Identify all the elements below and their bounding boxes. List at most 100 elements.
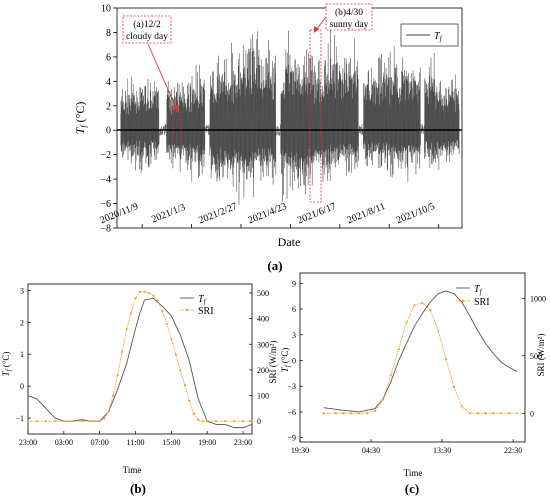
panel-a-y-axis: −8 −6 −4 −2 0 2 4 6 8 10 [100,4,117,235]
panel-b-x-tick-label: 19:00 [198,438,216,447]
panel-b-sri-point [89,420,92,423]
annotation-a-box [122,15,172,44]
annotation-b-arrow [315,16,327,31]
panel-a-tf-series-line [120,22,460,205]
panel-b-y-left-tick-label: 2 [20,318,24,327]
panel-b-sri-point [80,420,83,423]
panel-b-sri-point [44,420,48,423]
panel-b-sri-point [224,420,227,423]
panel-c-sri-point [468,412,471,415]
panel-a-y-tick-label: −4 [100,175,111,186]
panel-b-sri-point [250,420,254,423]
panel-b-sri-point [174,353,177,356]
panel-b-sri-point [192,412,195,415]
panel-c-legend-sri-marker [461,299,465,303]
annotation-a-highlight [172,111,182,149]
panel-b-sri-point [26,420,30,423]
panel-b-y-left-tick-label: 1 [20,350,24,359]
panel-c-sri-point [397,347,400,350]
panel-c-legend-tf-label: Tf [474,284,483,296]
panel-a-y-tick-label: 10 [101,4,111,15]
annotation-a-arrowhead [173,105,179,113]
panel-b-sri-point [206,420,209,423]
panel-c-x-tick-label: 19:30 [291,446,309,455]
panel-b-sri-point [129,312,133,315]
panel-b-x-tick-label: 23:00 [19,438,37,447]
panel-b-sri-point [103,417,106,420]
panel-b-x-tick-label: 11:00 [127,438,145,447]
panel-c-sri-point [366,412,369,415]
panel-c-sri-point [358,412,361,415]
panel-b-sri-point [147,291,151,295]
panel-c-sri-point [389,374,392,377]
panel-c-y-right-label: SRI (W/m²) [536,334,546,377]
annotation-b-box [325,3,373,31]
panel-b-y-right-tick-label: 0 [257,417,261,426]
panel-b-sri-line [28,291,252,422]
panel-c-sri-point [444,358,448,361]
panel-b-x-tick-label: 07:00 [91,438,109,447]
panel-c-sri-point [516,412,519,415]
panel-b-sri-point [125,327,128,330]
panel-b-sri-point [53,420,56,423]
panel-a-y-tick-label: 6 [106,52,111,63]
panel-c-axes: −9 −6 −3 0 3 6 9 0 500 1000 19:30 04:30 13:30 22:30 [287,279,546,455]
panel-b-sri-point [134,297,137,300]
panel-b-tf-line [27,297,253,429]
panel-b-sri-point [156,299,160,302]
caption-b: (b) [130,481,146,496]
panel-c-y-left-tick-label: 6 [292,305,296,314]
panel-c-sri-point [452,385,456,388]
panel-c-y-left-tick-label: −9 [287,434,296,443]
panel-b-sri-point [232,420,236,423]
annotation-b-highlight [309,29,322,203]
panel-b-plot-frame [27,283,253,435]
panel-c-sri-point [322,412,325,415]
panel-a-x-tick-label: 2021/10/5 [395,201,437,226]
panel-c-sri-point [492,412,495,415]
panel-b-y-right-tick-label: 300 [257,340,269,349]
panel-b-sri-point [120,350,124,354]
panel-a-x-label: Date [278,235,301,249]
panel-a-x-tick-label: 2021/8/11 [346,201,387,226]
panel-c-sri-point [413,304,416,307]
panel-c-y-left-tick-label: −3 [287,382,296,391]
panel-c-y-right-tick-label: 500 [530,352,542,361]
panel-b-sri-point [112,394,115,397]
panel-b-legend-sri-label: SRI [198,306,214,317]
panel-b-y-left-tick-label: 0 [20,382,24,391]
panel-c-sri-point [508,412,511,415]
panel-c-y-left-tick-label: −6 [287,408,296,417]
panel-b: −1 0 1 2 3 0 100 200 300 400 500 23:00 03:00 07:00 11:… [1,283,278,475]
panel-a-y-tick-label: 0 [106,126,111,137]
panel-a-y-tick-label: −8 [100,224,111,235]
panel-a-y-tick-label: 8 [106,28,111,39]
panel-c-y-left-tick-label: 0 [292,357,296,366]
panel-b-x-tick-label: 15:00 [162,438,180,447]
panel-a-x-tick-label: 2021/1/3 [150,202,187,226]
panel-c-sri-point [334,412,337,415]
panel-c-sri-point [437,329,440,332]
annotation-b-line2: sunny day [330,20,369,30]
panel-b-sri-point [143,290,146,293]
annotation-a-line1: (a)12/2 [133,19,161,30]
panel-a-x-tick-label: 2021/6/17 [296,201,338,226]
panel-b-sri-point [183,384,186,387]
panel-c-x-label: Time [404,468,423,478]
panel-b-sri-point [98,420,101,423]
annotation-b-line1: (b)4/30 [335,7,363,18]
caption-a: (a) [267,258,282,273]
panel-a-y-label: Tf (°C) [73,102,88,135]
panel-c-sri-point [429,308,432,311]
panel-b-sri-point [188,399,191,402]
panel-b-y-right-tick-label: 200 [257,366,269,375]
panel-b-sri-point [138,290,142,293]
panel-c-y-right-tick-label: 0 [530,409,534,418]
panel-c-x-tick-label: 13:30 [433,446,451,455]
panel-b-sri-point [161,309,164,313]
panel-c-sri-point [476,412,479,415]
panel-a-x-tick-label: 2021/4/23 [247,201,289,226]
panel-b-sri-point [107,409,110,413]
panel-c-sri-line [323,302,518,414]
